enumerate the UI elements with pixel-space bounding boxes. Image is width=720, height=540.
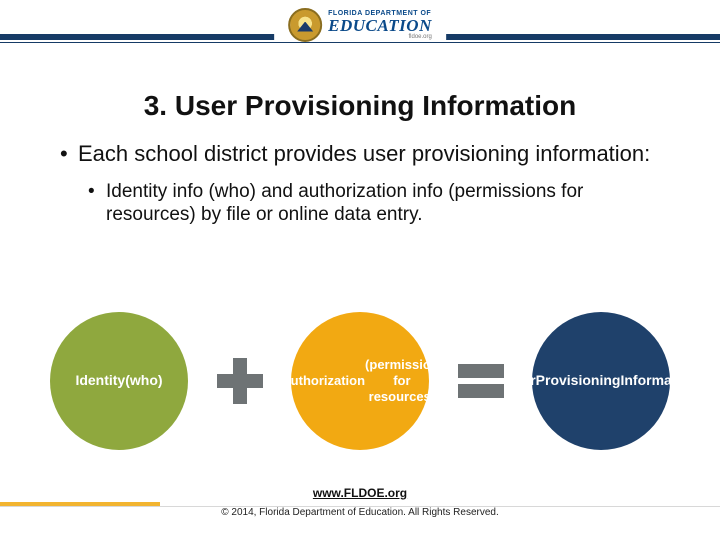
footer-copyright: © 2014, Florida Department of Education.…: [0, 507, 720, 518]
org-name-big: EDUCATION: [328, 17, 432, 34]
equation-diagram: Identity(who) Authorization(permission f…: [50, 312, 670, 450]
bullet-level-2: Identity info (who) and authorization in…: [88, 180, 660, 228]
equals-icon: [458, 364, 504, 398]
content-area: Each school district provides user provi…: [60, 140, 660, 227]
footer-accent: [0, 502, 160, 506]
circle-identity: Identity(who): [50, 312, 188, 450]
org-logo: FLORIDA DEPARTMENT OF EDUCATION fldoe.or…: [274, 8, 446, 42]
header-rule-thin: [0, 42, 720, 43]
footer-link[interactable]: www.FLDOE.org: [0, 486, 720, 500]
plus-icon: [217, 358, 263, 404]
circle-result: UserProvisioningInformation: [532, 312, 670, 450]
bullet-level-1: Each school district provides user provi…: [60, 140, 660, 168]
slide-title: 3. User Provisioning Information: [0, 90, 720, 122]
circle-authorization: Authorization(permission for resources): [291, 312, 429, 450]
org-logo-text: FLORIDA DEPARTMENT OF EDUCATION fldoe.or…: [328, 10, 432, 40]
seal-icon: [288, 8, 322, 42]
